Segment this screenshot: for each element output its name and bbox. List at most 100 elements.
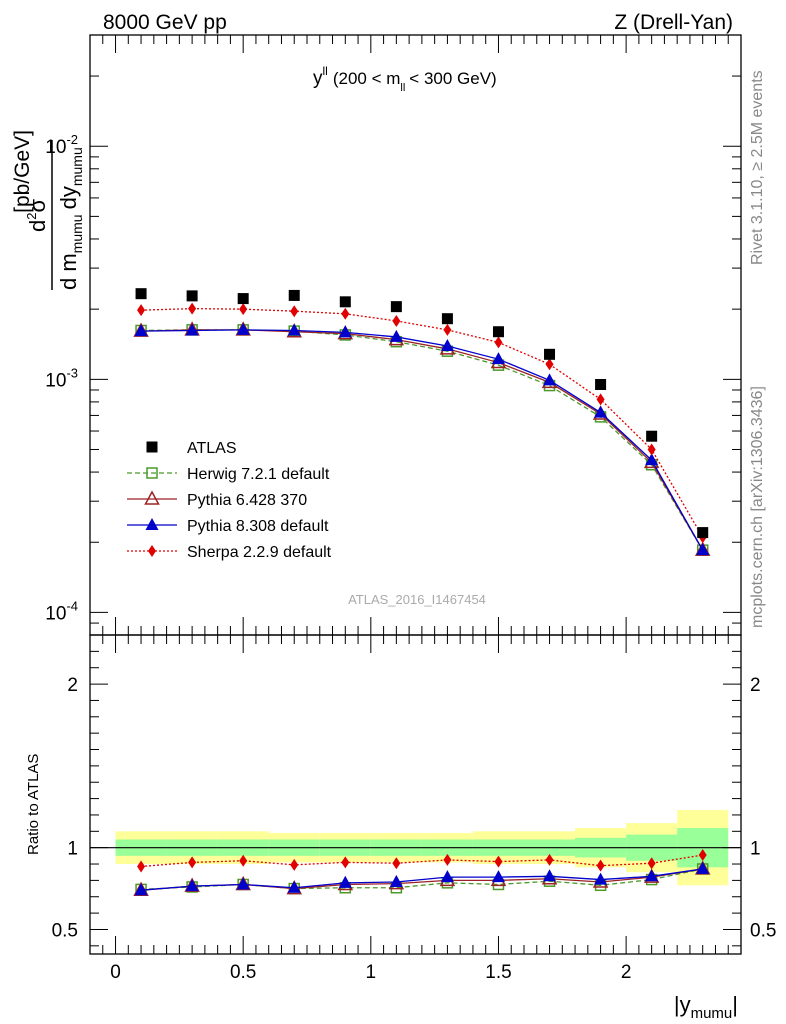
point-sherpa xyxy=(341,307,350,320)
x-tick-label: 0 xyxy=(110,962,121,983)
point-atlas xyxy=(339,296,351,308)
ratio-point-pythia8 xyxy=(185,879,199,892)
ratio-point-sherpa xyxy=(137,860,146,873)
point-pythia8 xyxy=(287,323,301,336)
point-sherpa xyxy=(596,393,605,406)
ratio-point-pythia8 xyxy=(594,872,608,885)
xlabel-bar: | xyxy=(732,992,738,1017)
legend-label-atlas: ATLAS xyxy=(187,440,237,457)
legend-label-sherpa: Sherpa 2.2.9 default xyxy=(187,544,332,561)
ylabel-d: d xyxy=(25,220,50,232)
ratio-point-sherpa xyxy=(545,853,554,866)
point-pythia8 xyxy=(236,322,250,335)
point-atlas xyxy=(288,289,300,301)
legend-marker-pythia6 xyxy=(144,490,160,505)
rivet-label: Rivet 3.1.10, ≥ 2.5M events xyxy=(749,70,766,265)
ratio-uncertainty-bands xyxy=(115,810,729,886)
x-tick-label: 0.5 xyxy=(230,962,256,983)
ratio-y-tick-label-right: 0.5 xyxy=(750,920,776,941)
point-sherpa xyxy=(392,314,401,327)
point-pythia8 xyxy=(696,543,710,556)
ratio-point-sherpa xyxy=(239,854,248,867)
point-atlas xyxy=(441,313,453,325)
ratio-line-pythia8 xyxy=(141,868,703,891)
point-pythia8 xyxy=(491,352,505,365)
plot-title-var: y xyxy=(313,68,323,89)
main-series xyxy=(133,288,711,556)
plot-title-sub: ll xyxy=(400,82,405,94)
main-y-tick-label: 10-2 xyxy=(45,132,78,158)
legend-label-herwig: Herwig 7.2.1 default xyxy=(187,466,330,483)
ratio-point-pythia8 xyxy=(134,883,148,896)
point-pythia8 xyxy=(338,325,352,338)
point-pythia8 xyxy=(134,324,148,337)
xlabel-main: |y xyxy=(674,992,691,1017)
ratio-axes: 0.5 0.5 1 1 2 2 xyxy=(52,650,776,947)
point-atlas xyxy=(544,348,556,360)
ratio-point-sherpa xyxy=(443,853,452,866)
ylabel-den-pre: d m xyxy=(56,253,81,290)
plot-title-pre: (200 < m xyxy=(333,69,401,88)
ylabel-denominator-text: d mmumudymumu xyxy=(56,147,85,290)
point-atlas xyxy=(595,379,607,391)
point-atlas xyxy=(390,301,402,313)
ratio-point-pythia8 xyxy=(696,861,710,874)
ratio-ylabel: Ratio to ATLAS xyxy=(25,754,42,855)
ratio-line-herwig xyxy=(141,868,703,891)
ratio-point-pythia8 xyxy=(236,877,250,890)
ratio-point-sherpa xyxy=(341,856,350,869)
point-pythia8 xyxy=(645,453,659,466)
ratio-line-sherpa xyxy=(141,854,703,868)
ratio-point-pythia8 xyxy=(287,880,301,893)
ratio-point-pythia8 xyxy=(440,870,454,883)
point-pythia8 xyxy=(543,373,557,386)
ratio-point-pythia8 xyxy=(338,875,352,888)
point-sherpa xyxy=(137,304,146,317)
main-ylabel: d2σ d mmumudymumu [pb/GeV] xyxy=(11,130,85,290)
point-atlas xyxy=(237,293,249,305)
plot-title: yll (200 < mll < 300 GeV) xyxy=(313,64,497,94)
ratio-point-sherpa xyxy=(188,856,197,869)
x-tick-label: 1.5 xyxy=(485,962,511,983)
point-sherpa xyxy=(188,302,197,315)
ratio-series xyxy=(133,849,711,896)
point-pythia8 xyxy=(440,338,454,351)
main-y-tick-label: 10-3 xyxy=(45,365,78,391)
legend-marker-sherpa xyxy=(148,545,156,557)
ratio-y-tick-label-right: 2 xyxy=(750,675,761,696)
point-sherpa xyxy=(239,303,248,316)
plot-title-post: < 300 GeV) xyxy=(409,69,496,88)
ratio-point-pythia8 xyxy=(543,869,557,882)
series-line-pythia8 xyxy=(141,329,704,551)
legend-marker-pythia8 xyxy=(145,518,159,530)
ratio-y-tick-label: 2 xyxy=(67,675,78,696)
series-line-herwig xyxy=(141,329,704,551)
point-atlas xyxy=(646,430,658,442)
point-pythia8 xyxy=(594,405,608,418)
ylabel-den-sub2: mumu xyxy=(69,147,85,186)
point-sherpa xyxy=(290,305,299,318)
header-right: Z (Drell-Yan) xyxy=(614,11,733,34)
plot-title-var-sup: ll xyxy=(323,64,328,78)
ylabel-numerator: d2σ xyxy=(24,199,50,232)
xlabel-sub: mumu xyxy=(691,1005,733,1022)
ylabel-sup: 2 xyxy=(24,213,39,220)
series-line-sherpa xyxy=(141,307,704,538)
point-sherpa xyxy=(494,336,503,349)
ratio-y-tick-label: 0.5 xyxy=(52,920,78,941)
main-axes: 10-4 10-3 10-2 xyxy=(45,34,741,636)
point-pythia8 xyxy=(389,329,403,342)
point-atlas xyxy=(492,326,504,338)
ratio-point-sherpa xyxy=(494,855,503,868)
legend-label-pythia6: Pythia 6.428 370 xyxy=(187,492,307,509)
mcplots-label: mcplots.cern.ch [arXiv:1306.3436] xyxy=(749,386,766,628)
main-y-tick-label: 10-4 xyxy=(45,598,78,624)
x-tick-label: 2 xyxy=(621,962,632,983)
ratio-point-pythia8 xyxy=(645,869,659,882)
ylabel-sigma: σ xyxy=(25,199,50,213)
x-axis: 0 0.5 1 1.5 2 xyxy=(102,35,742,983)
ratio-y-tick-label-right: 1 xyxy=(750,839,761,860)
legend-marker-atlas xyxy=(146,441,158,453)
ylabel-den-sub1: mumu xyxy=(69,214,85,253)
